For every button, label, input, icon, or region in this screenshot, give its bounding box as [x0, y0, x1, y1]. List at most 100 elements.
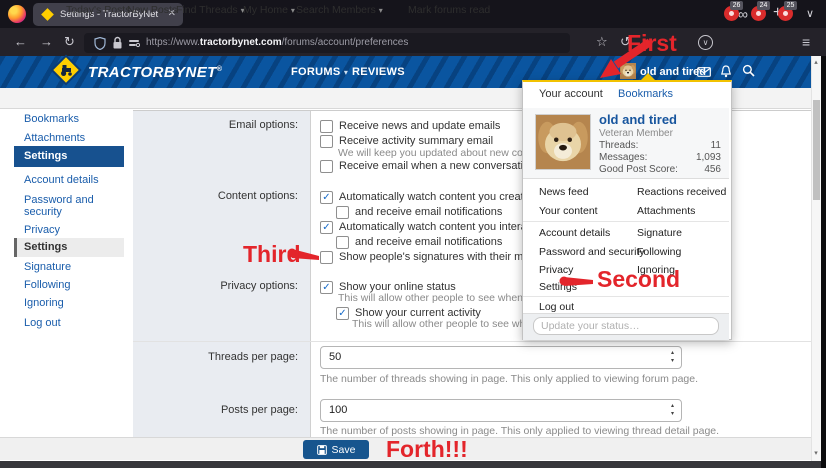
checkbox-checked[interactable]: ✓: [320, 281, 333, 294]
menu-signature[interactable]: Signature: [637, 227, 682, 239]
sidebar-item-settings-current[interactable]: Settings: [14, 238, 124, 257]
menu-reactions-received[interactable]: Reactions received: [637, 186, 727, 198]
checkbox-row[interactable]: and receive email notifications: [336, 235, 502, 249]
reload-icon[interactable]: ↻: [64, 34, 75, 49]
extension-badge: 26: [730, 1, 743, 10]
posts-per-page-select[interactable]: 100 ▴ ▾: [320, 399, 682, 422]
form-section-border: [133, 341, 812, 342]
user-avatar-small[interactable]: [620, 63, 636, 79]
menu-ignoring[interactable]: Ignoring: [637, 264, 675, 276]
back-icon[interactable]: ←: [14, 34, 27, 49]
extension-icon[interactable]: 26: [724, 1, 743, 21]
subnav-find-threads[interactable]: Find Threads ▾: [176, 4, 245, 16]
sidebar-item-signature[interactable]: Signature: [24, 261, 72, 273]
tab-close-icon[interactable]: ✕: [167, 8, 176, 19]
checkbox-checked[interactable]: ✓: [320, 221, 333, 234]
user-avatar-large[interactable]: [535, 114, 591, 170]
list-all-tabs-icon[interactable]: ∨: [806, 8, 815, 20]
checkbox-unchecked[interactable]: [336, 236, 349, 249]
firefox-logo-icon[interactable]: [8, 5, 26, 23]
subnav-todays-posts[interactable]: Today's Posts: [66, 4, 131, 16]
menu-log-out[interactable]: Log out: [539, 301, 575, 313]
sidebar-item-settings-section[interactable]: Settings: [14, 146, 124, 167]
save-button[interactable]: Save: [303, 440, 369, 459]
alerts-bell-icon[interactable]: [720, 65, 732, 78]
status-input[interactable]: [533, 317, 719, 335]
checkbox-row[interactable]: ✓ Show your current activity: [336, 306, 481, 320]
menu-attachments[interactable]: Attachments: [637, 205, 696, 217]
page-scrollbar[interactable]: [811, 56, 822, 461]
permissions-icon[interactable]: [128, 37, 140, 49]
checkbox-unchecked[interactable]: [320, 120, 333, 133]
extension-icon[interactable]: 25: [778, 1, 797, 21]
annotation-first: First: [627, 30, 677, 56]
tracking-shield-icon[interactable]: [94, 37, 106, 50]
sidebar-item-account-details[interactable]: Account details: [24, 174, 99, 186]
dropdown-tab-bookmarks[interactable]: Bookmarks: [618, 88, 674, 100]
checkbox-unchecked[interactable]: [320, 251, 333, 264]
sidebar-item-password-security[interactable]: Password and security: [24, 194, 94, 218]
lock-icon[interactable]: [112, 36, 123, 50]
checkbox-checked[interactable]: ✓: [336, 307, 349, 320]
checkbox-row[interactable]: Receive activity summary email: [320, 134, 493, 148]
bookmark-star-icon[interactable]: ☆: [596, 34, 608, 49]
hamburger-menu-icon[interactable]: ≡: [802, 34, 811, 50]
header-username[interactable]: old and tired: [640, 66, 706, 78]
user-name[interactable]: old and tired: [599, 112, 677, 127]
checkbox-row[interactable]: ✓ Automatically watch content you intera…: [320, 220, 569, 234]
nav-forums[interactable]: FORUMS ▾: [291, 66, 349, 78]
menu-password-security[interactable]: Password and security: [539, 246, 645, 258]
checkbox-row[interactable]: ✓ Show your online status: [320, 280, 456, 294]
helper-text: The number of threads showing in page. T…: [320, 373, 699, 385]
menu-account-details[interactable]: Account details: [539, 227, 611, 239]
sidebar-item-ignoring[interactable]: Ignoring: [24, 297, 64, 309]
checkbox-unchecked[interactable]: [336, 206, 349, 219]
sidebar-item-log-out[interactable]: Log out: [24, 317, 61, 329]
pocket-icon[interactable]: ∨: [698, 35, 713, 50]
checkbox-row[interactable]: ✓ Automatically watch content you create…: [320, 190, 541, 204]
menu-following[interactable]: Following: [637, 246, 682, 258]
menu-settings[interactable]: Settings: [539, 281, 577, 293]
subnav-mark-forums-read[interactable]: Mark forums read: [408, 4, 491, 16]
checkbox-row[interactable]: Show people's signatures with their mess…: [320, 250, 564, 264]
sidebar-item-attachments[interactable]: Attachments: [24, 132, 86, 144]
nav-reviews[interactable]: REVIEWS: [352, 66, 405, 78]
brand-wordmark[interactable]: TRACTORBYNET®: [88, 64, 223, 81]
tab-title: Settings - TractorByNet: [60, 9, 159, 20]
checkbox-unchecked[interactable]: [320, 135, 333, 148]
sidebar-item-bookmarks[interactable]: Bookmarks: [24, 113, 80, 125]
messages-envelope-icon[interactable]: [697, 67, 711, 77]
checkbox-row[interactable]: Receive news and update emails: [320, 119, 500, 133]
scrollbar-thumb[interactable]: [812, 100, 820, 200]
helper-text: This will allow other people to see when…: [338, 292, 581, 304]
extension-icon[interactable]: 24: [751, 1, 770, 21]
subnav-my-home[interactable]: My Home ▾: [243, 4, 295, 16]
browser-tab[interactable]: Settings - TractorByNet ✕: [33, 3, 183, 26]
checkbox-checked[interactable]: ✓: [320, 191, 333, 204]
subnav-members[interactable]: Members ▾: [332, 4, 383, 16]
dropdown-caret-icon: [641, 73, 655, 80]
menu-privacy[interactable]: Privacy: [539, 264, 574, 276]
subnav-search[interactable]: Search: [296, 4, 330, 16]
dropdown-tab-your-account[interactable]: Your account: [539, 88, 603, 100]
threads-per-page-select[interactable]: 50 ▴ ▾: [320, 346, 682, 369]
sidebar-item-following[interactable]: Following: [24, 279, 71, 291]
search-icon[interactable]: [742, 64, 755, 77]
new-tab-button[interactable]: +: [773, 4, 782, 22]
checkbox-row[interactable]: and receive email notifications: [336, 205, 502, 219]
annotation-second: Second: [597, 266, 681, 292]
sidebar-item-privacy[interactable]: Privacy: [24, 224, 61, 236]
subnav-new-posts[interactable]: New Posts: [127, 4, 178, 16]
chevron-down-icon: ▾: [378, 6, 383, 15]
firefox-view-icon[interactable]: ∞: [738, 6, 748, 22]
checkbox-unchecked[interactable]: [320, 160, 333, 173]
helper-text: We will keep you updated about new conte…: [338, 147, 583, 159]
scrollbar-down-icon[interactable]: ▾: [814, 450, 818, 457]
account-dropdown: Your account Bookmarks old and tired Vet…: [522, 73, 732, 340]
menu-news-feed[interactable]: News feed: [539, 186, 589, 198]
menu-your-content[interactable]: Your content: [539, 205, 598, 217]
select-spinner-icon: ▴ ▾: [670, 403, 674, 417]
scrollbar-up-icon[interactable]: ▴: [814, 59, 818, 66]
forward-icon[interactable]: →: [40, 34, 53, 49]
url-bar[interactable]: https://www.tractorbynet.com/forums/acco…: [84, 33, 570, 53]
